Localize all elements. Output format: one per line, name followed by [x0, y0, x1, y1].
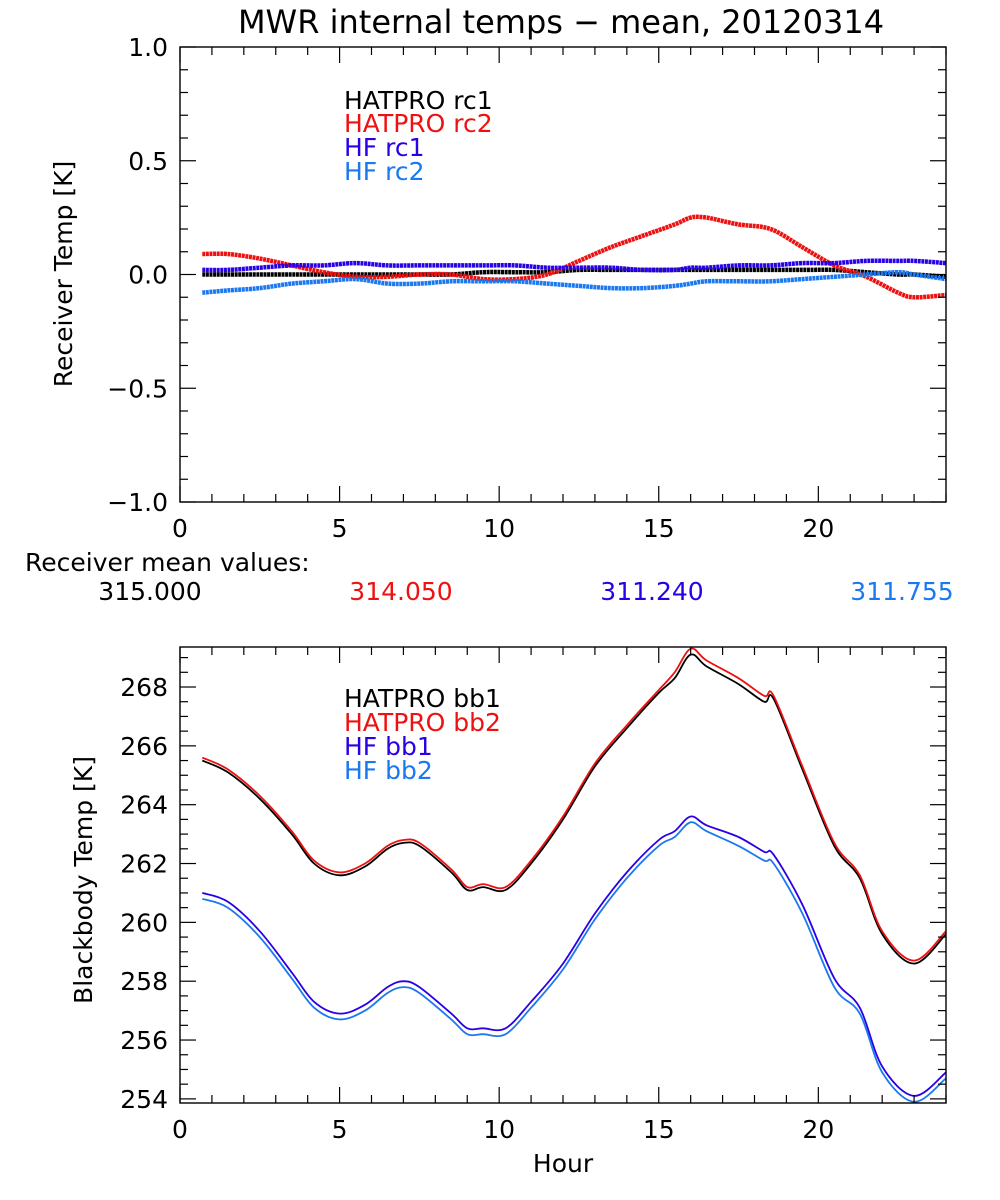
y-tick-label: 260 [120, 908, 168, 937]
x-tick-label: 5 [332, 1115, 348, 1144]
legend-hf-bb1: HF bb1 [344, 732, 433, 761]
receiver-legend: HATPRO rc1 HATPRO rc2 HF rc1 HF rc2 [344, 86, 493, 186]
y-tick-label: 256 [120, 1026, 168, 1055]
legend-hatpro-bb1: HATPRO bb1 [344, 684, 501, 713]
blackbody-temp-panel: 0 5 10 15 20 254 256 258 260 262 264 266 268 Blackbo… [69, 646, 947, 1178]
receiver-axis-ticks: 0 5 10 15 20 −1.0 −0.5 0.0 0.5 1.0 [107, 33, 947, 543]
legend-hf-bb2: HF bb2 [344, 756, 433, 785]
y-tick-label: 254 [120, 1085, 168, 1114]
y-tick-label: 262 [120, 850, 168, 879]
y-tick-label: 258 [120, 967, 168, 996]
y-tick-label: 1.0 [128, 33, 168, 62]
mean-value-hatpro-rc1: 315.000 [98, 577, 201, 606]
legend-hf-rc1: HF rc1 [344, 133, 425, 162]
x-tick-label: 5 [332, 514, 348, 543]
legend-hatpro-rc2: HATPRO rc2 [344, 109, 493, 138]
receiver-series-hf-rc2 [202, 269, 947, 295]
x-tick-label: 0 [172, 514, 188, 543]
x-tick-label: 10 [483, 514, 515, 543]
legend-hatpro-rc1: HATPRO rc1 [344, 86, 493, 115]
y-tick-label: −0.5 [107, 374, 168, 403]
x-tick-label: 10 [483, 1115, 515, 1144]
mean-value-hf-rc2: 311.755 [850, 577, 953, 606]
legend-hf-rc2: HF rc2 [344, 157, 425, 186]
blackbody-series-hf-bb1 [202, 815, 947, 1097]
blackbody-plot-frame [179, 646, 947, 1104]
y-tick-label: 266 [120, 732, 168, 761]
y-tick-label: 264 [120, 791, 168, 820]
receiver-series-group [202, 214, 947, 300]
blackbody-series-group [201, 647, 947, 1103]
blackbody-axis-ticks: 0 5 10 15 20 254 256 258 260 262 264 266 268 [120, 647, 947, 1144]
x-tick-label: 20 [802, 1115, 834, 1144]
y-tick-label: −1.0 [107, 488, 168, 517]
blackbody-series-hatpro-bb2 [201, 647, 947, 962]
x-tick-label: 15 [643, 1115, 675, 1144]
blackbody-series-hatpro-bb1 [201, 653, 947, 965]
x-tick-label: 20 [802, 514, 834, 543]
y-tick-label: 0.0 [128, 261, 168, 290]
mean-values-label: Receiver mean values: [25, 548, 310, 577]
mean-value-hatpro-rc2: 314.050 [349, 577, 452, 606]
x-tick-label: 15 [643, 514, 675, 543]
receiver-series-hf-rc1 [202, 258, 947, 273]
mean-value-hf-rc1: 311.240 [600, 577, 703, 606]
blackbody-y-axis-label: Blackbody Temp [K] [69, 756, 98, 1004]
blackbody-legend: HATPRO bb1 HATPRO bb2 HF bb1 HF bb2 [344, 684, 501, 785]
y-tick-label: 268 [120, 673, 168, 702]
receiver-temp-panel: 0 5 10 15 20 −1.0 −0.5 0.0 0.5 1.0 Receiver Temp … [49, 33, 947, 543]
x-axis-label: Hour [533, 1149, 594, 1178]
legend-hatpro-bb2: HATPRO bb2 [344, 708, 501, 737]
x-tick-label: 0 [172, 1115, 188, 1144]
chart-title: MWR internal temps − mean, 20120314 [238, 3, 884, 41]
y-tick-label: 0.5 [128, 147, 168, 176]
receiver-y-axis-label: Receiver Temp [K] [49, 161, 78, 388]
blackbody-series-hf-bb2 [202, 821, 947, 1103]
